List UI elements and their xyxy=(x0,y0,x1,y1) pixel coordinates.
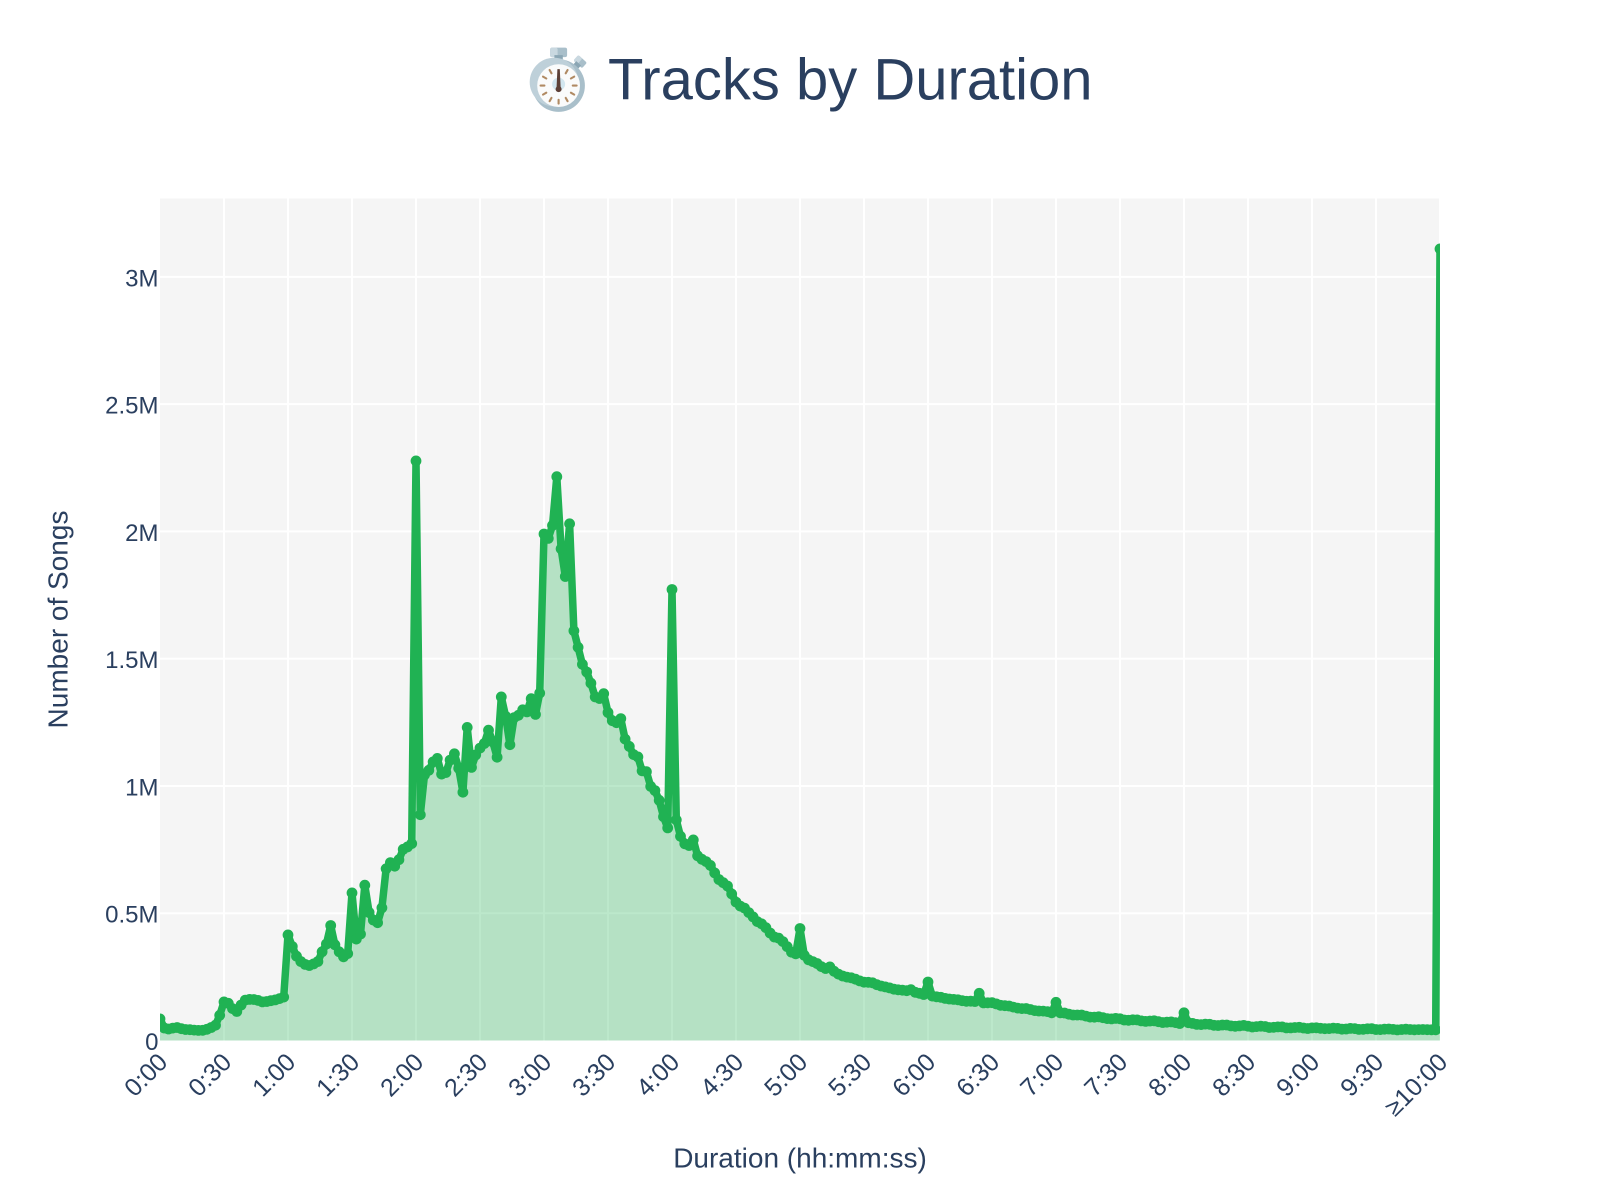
svg-text:0.5M: 0.5M xyxy=(105,902,158,929)
svg-text:1.5M: 1.5M xyxy=(105,647,158,674)
svg-text:Number of Songs: Number of Songs xyxy=(43,511,74,729)
svg-text:Tracks by Duration: Tracks by Duration xyxy=(608,48,1093,113)
svg-text:2.5M: 2.5M xyxy=(105,393,158,420)
svg-text:0: 0 xyxy=(145,1029,158,1056)
svg-text:Duration (hh:mm:ss): Duration (hh:mm:ss) xyxy=(673,1143,927,1174)
svg-text:2M: 2M xyxy=(125,520,158,547)
svg-text:3M: 3M xyxy=(125,265,158,292)
svg-text:1M: 1M xyxy=(125,775,158,802)
